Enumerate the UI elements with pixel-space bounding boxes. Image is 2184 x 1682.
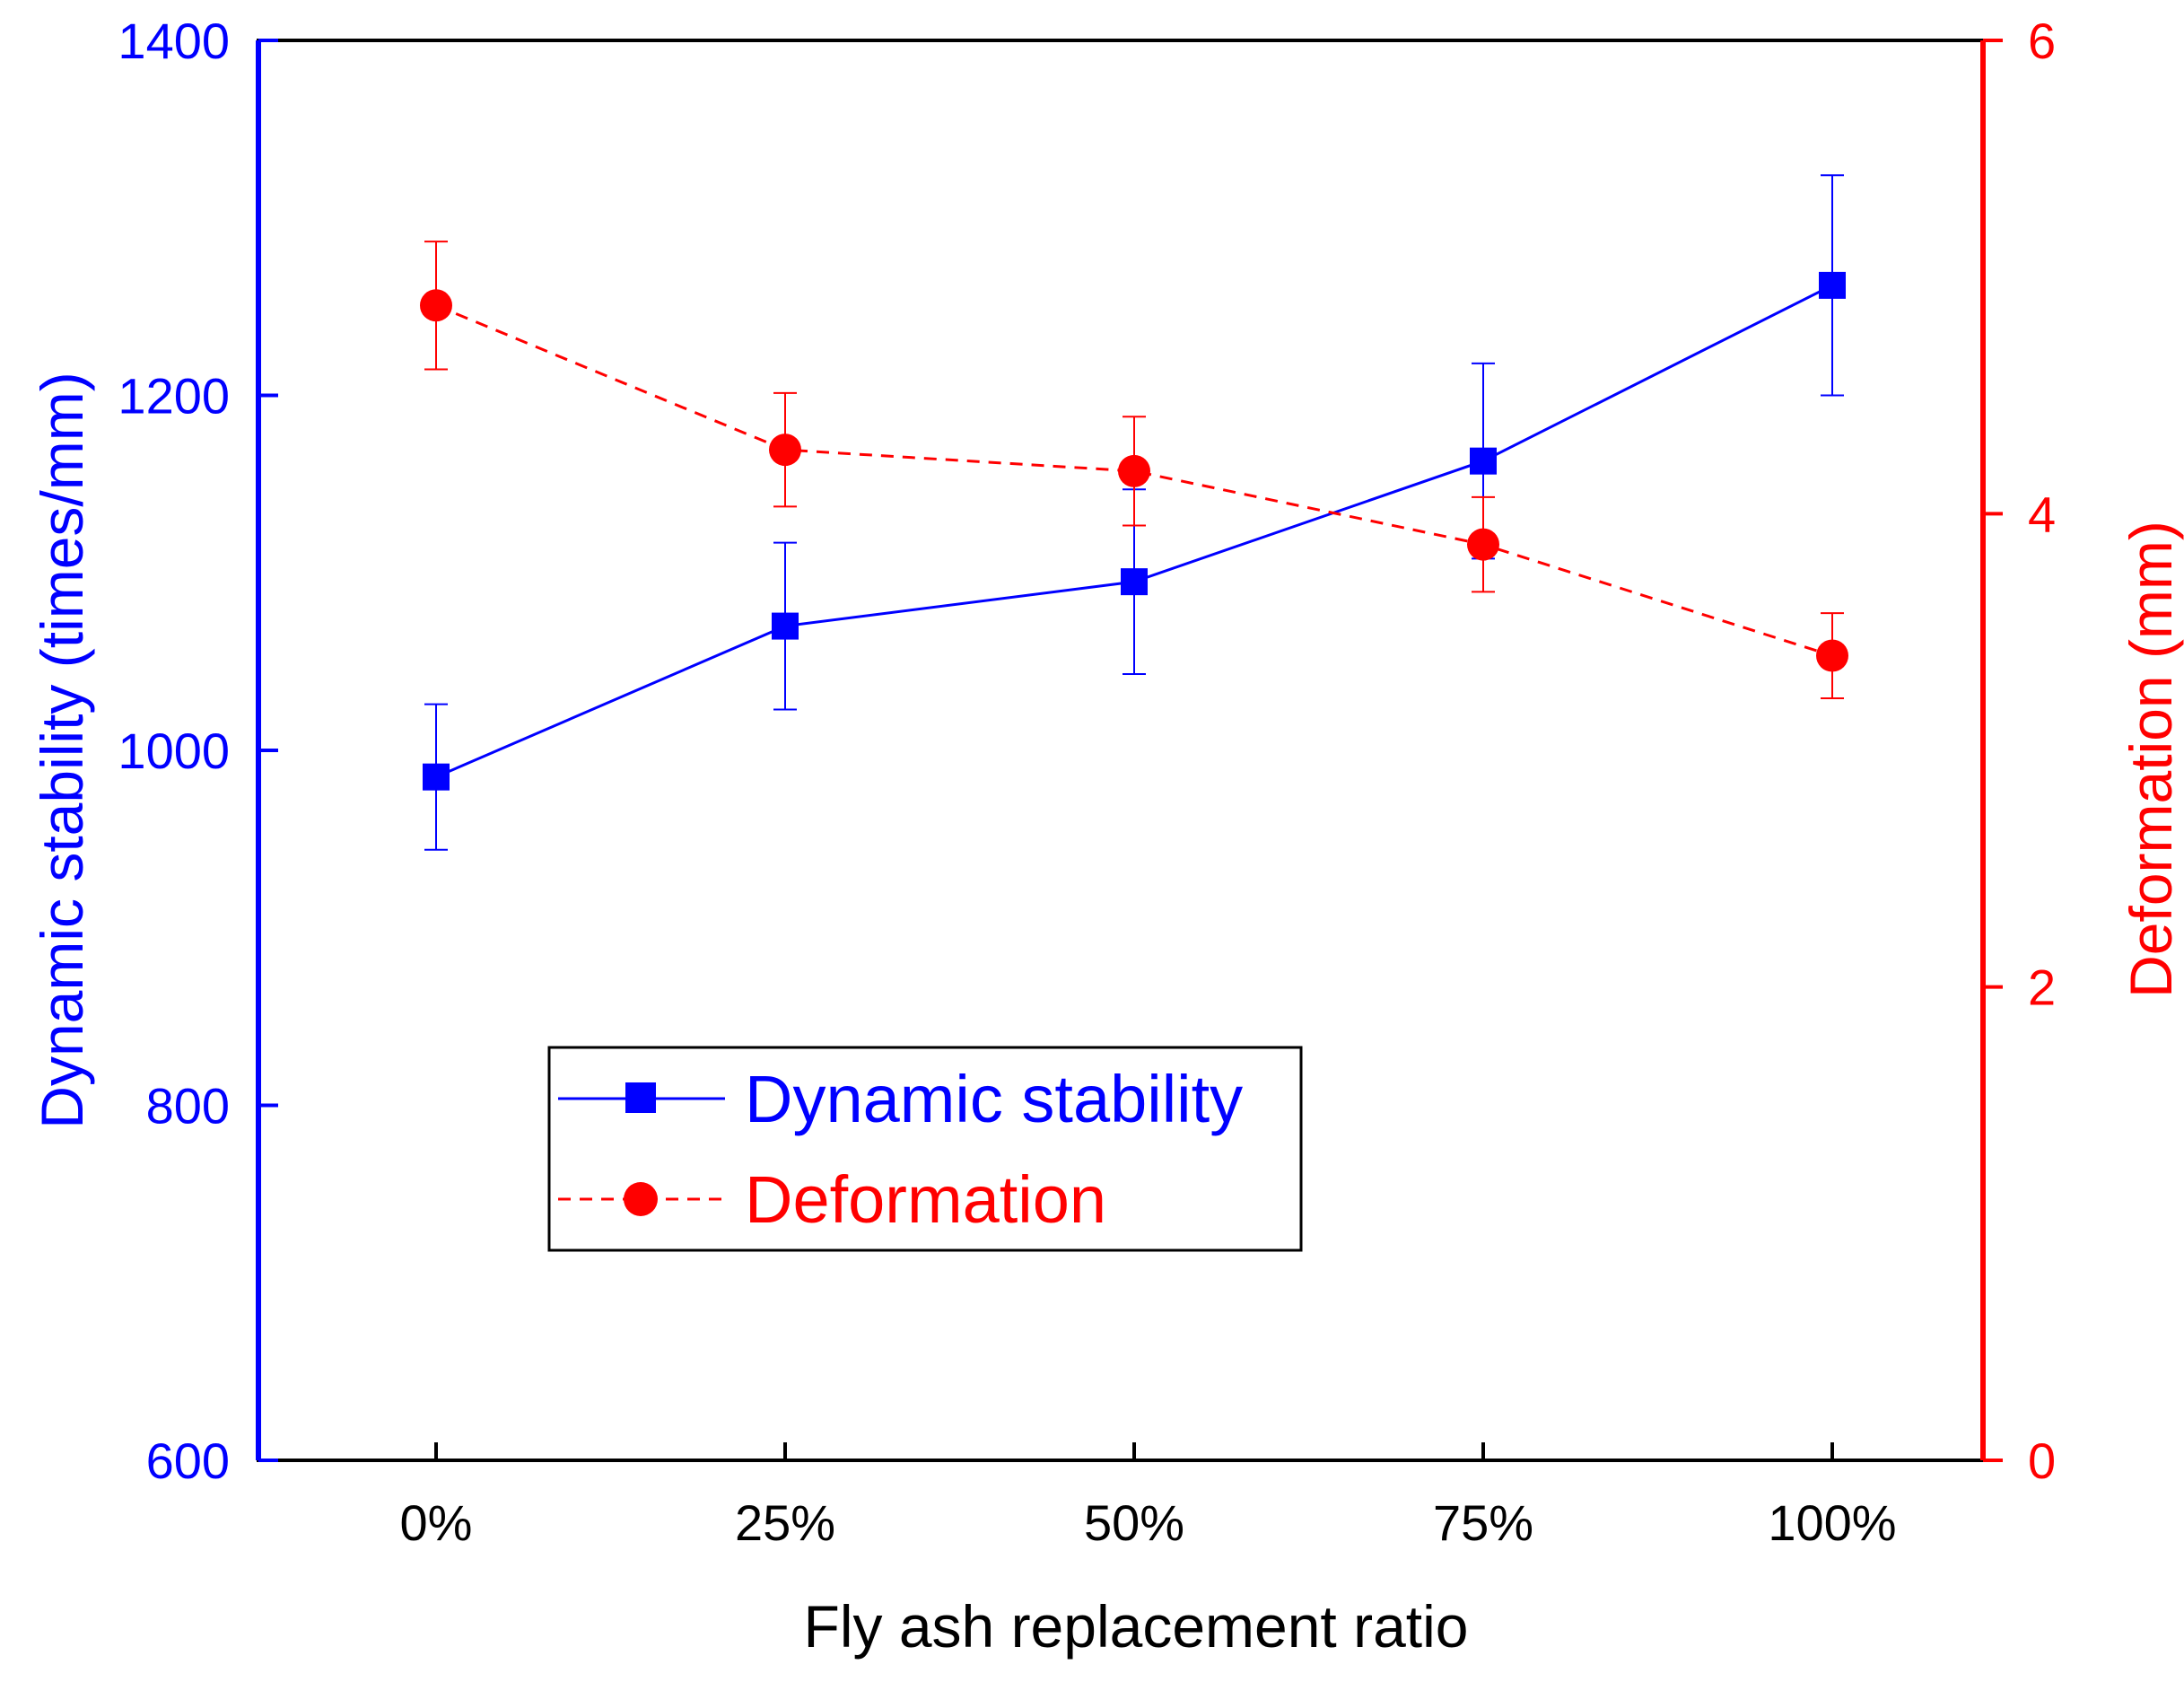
legend-marker-dynamic-stability [625, 1082, 656, 1113]
x-tick-label: 25% [735, 1494, 835, 1551]
x-tick-label: 0% [400, 1494, 473, 1551]
left-axis-ticks: 600 800 1000 1200 1400 [118, 13, 278, 1489]
data-point-dynamic-stability [1121, 568, 1148, 596]
left-tick-label: 1400 [118, 13, 230, 69]
left-tick-label: 1200 [118, 368, 230, 425]
series-layer [420, 174, 1848, 851]
x-tick-label: 50% [1084, 1494, 1184, 1551]
x-tick-label: 75% [1433, 1494, 1533, 1551]
data-point-deformation [1467, 528, 1499, 561]
left-tick-label: 1000 [118, 723, 230, 779]
series-line-deformation [435, 303, 1833, 657]
left-tick-label: 800 [146, 1078, 230, 1134]
right-tick-label: 0 [2028, 1432, 2056, 1489]
data-point-dynamic-stability [423, 763, 450, 791]
series-dynamic-stability [423, 174, 1846, 851]
data-point-dynamic-stability [1470, 447, 1497, 475]
right-axis-ticks: 0 2 4 6 [1983, 13, 2056, 1489]
data-point-deformation [769, 434, 801, 467]
left-tick-label: 600 [146, 1432, 230, 1489]
right-tick-label: 2 [2028, 959, 2056, 1016]
x-axis-title: Fly ash replacement ratio [804, 1593, 1469, 1660]
data-point-deformation [1118, 454, 1150, 487]
data-point-deformation [1816, 639, 1848, 672]
right-axis-title: Deformation (mm) [2118, 521, 2184, 998]
legend: Dynamic stability Deformation [547, 1046, 1303, 1252]
x-tick-label: 100% [1768, 1494, 1896, 1551]
data-point-dynamic-stability [1819, 271, 1846, 299]
series-deformation [420, 241, 1848, 699]
right-tick-label: 6 [2028, 13, 2056, 69]
legend-box [547, 1046, 1303, 1252]
data-point-dynamic-stability [772, 612, 799, 640]
legend-label-deformation: Deformation [745, 1162, 1106, 1237]
right-tick-label: 4 [2028, 486, 2056, 542]
data-point-deformation [420, 289, 452, 322]
x-axis-ticks: 0% 25% 50% 75% 100% [400, 1442, 1897, 1551]
left-axis-title: Dynamic stability (times/mm) [29, 372, 95, 1128]
legend-marker-deformation [624, 1182, 658, 1216]
legend-label-dynamic-stability: Dynamic stability [745, 1062, 1243, 1136]
